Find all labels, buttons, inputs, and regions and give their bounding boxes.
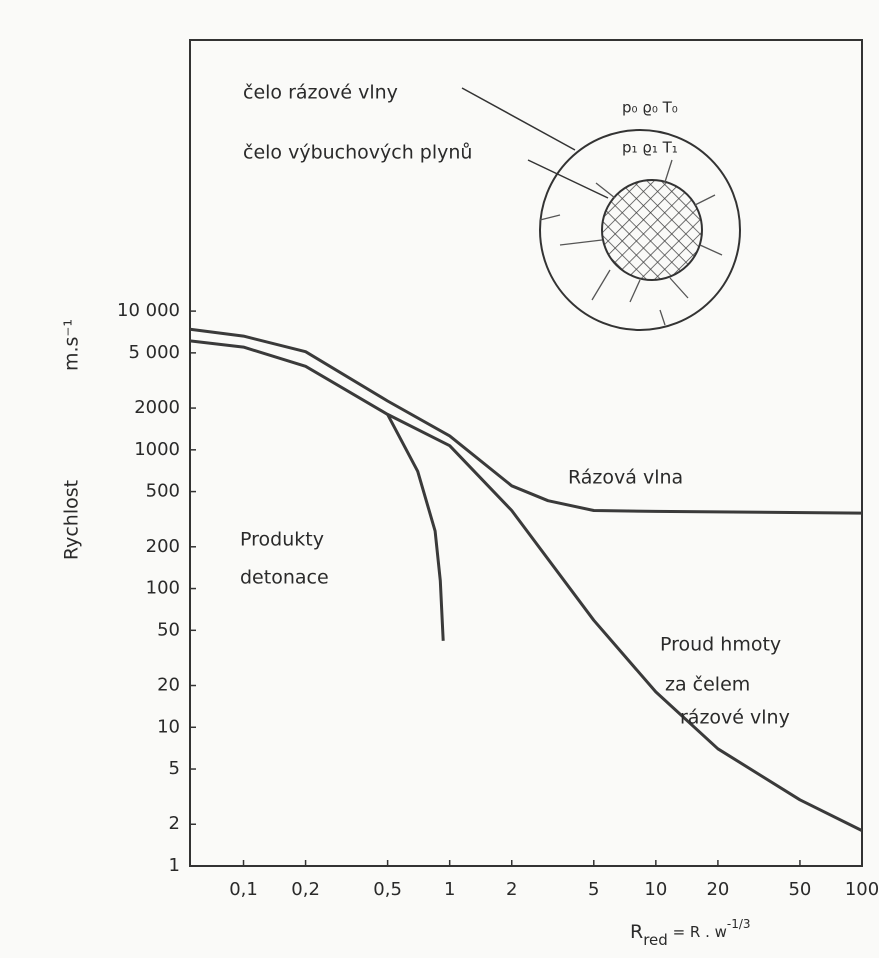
y-tick-label: 500: [146, 481, 180, 502]
leader-line: [461, 87, 576, 151]
x-label-mid: = R . w: [668, 923, 727, 941]
x-axis-label: Rred = R . w-1/3: [630, 917, 751, 949]
gas-front-label: čelo výbuchových plynů: [243, 142, 472, 164]
x-tick-label: 0,1: [229, 879, 258, 900]
arrows: [539, 159, 723, 326]
curve: [386, 413, 445, 641]
y-tick-label: 2000: [134, 397, 180, 418]
y-tick-label: 1: [169, 855, 180, 876]
y-tick-label: 1000: [134, 439, 180, 460]
x-tick-label: 10: [644, 879, 667, 900]
y-tick-label: 2: [169, 813, 180, 834]
plot-frame: [189, 39, 863, 867]
shock-front-label: čelo rázové vlny: [243, 82, 398, 104]
y-tick-label: 50: [157, 619, 180, 640]
y-tick-label: 5: [169, 758, 180, 779]
y-tick-label: 10: [157, 716, 180, 737]
gas-circle: [601, 179, 703, 281]
y-axis-label: Rychlost: [61, 480, 83, 560]
annotation: detonace: [240, 567, 329, 589]
y-tick-label: 100: [146, 578, 180, 599]
x-tick-label: 100: [845, 879, 879, 900]
y-tick-label: 20: [157, 675, 180, 696]
x-label-sub: red: [643, 931, 668, 949]
annotation: rázové vlny: [680, 707, 790, 729]
inset-diagram: p₀ ϱ₀ T₀ p₁ ϱ₁ T₁ čelo rázové vlny čelo …: [243, 82, 741, 331]
y-tick-label: 5 000: [128, 342, 180, 363]
x-tick-label: 5: [588, 879, 599, 900]
curve: [189, 327, 863, 515]
curve: [189, 339, 863, 832]
annotation: Proud hmoty: [660, 634, 781, 656]
x-tick-label: 50: [788, 879, 811, 900]
inner-state: p₁ ϱ₁ T₁: [622, 139, 678, 157]
x-tick-label: 0,5: [373, 879, 402, 900]
y-tick-label: 200: [146, 536, 180, 557]
leader-line: [527, 159, 609, 199]
x-tick-label: 20: [706, 879, 729, 900]
x-label-main: R: [630, 921, 643, 943]
x-label-sup: -1/3: [727, 917, 751, 931]
x-tick-label: 1: [444, 879, 455, 900]
shock-circle: [539, 129, 741, 331]
annotation: Produkty: [240, 529, 324, 551]
annotation: za čelem: [665, 674, 750, 696]
outer-state: p₀ ϱ₀ T₀: [622, 99, 678, 117]
annotation: Rázová vlna: [568, 467, 683, 489]
y-axis-unit: m.s⁻¹: [61, 319, 83, 371]
y-tick-label: 10 000: [117, 300, 180, 321]
x-tick-label: 2: [506, 879, 517, 900]
x-tick-label: 0,2: [291, 879, 320, 900]
